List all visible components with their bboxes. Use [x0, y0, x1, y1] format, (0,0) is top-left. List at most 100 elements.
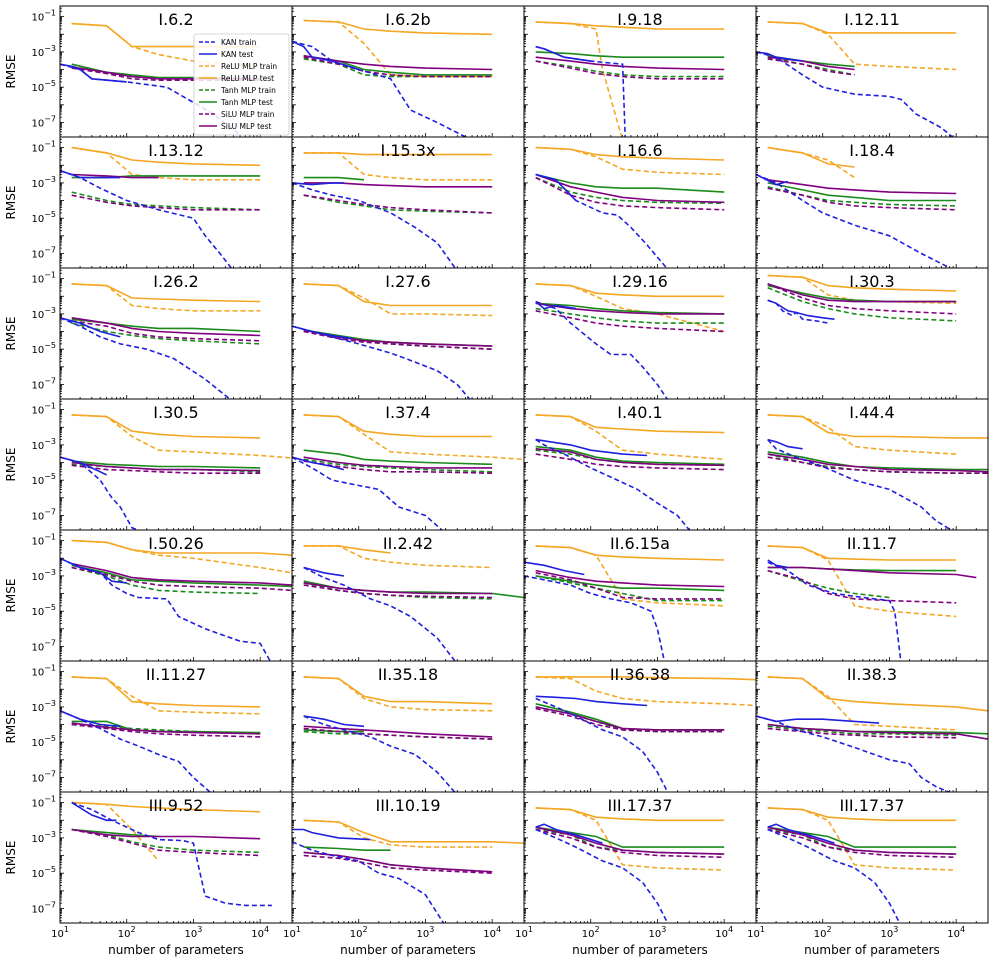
y-tick-label: 10−3	[31, 699, 56, 714]
series-silu-mlp-test	[71, 828, 261, 840]
panel-title: II.6.15a	[610, 534, 670, 553]
series-kan-train	[60, 557, 272, 661]
series-silu-mlp-test	[767, 179, 957, 195]
series-relu-mlp-test	[303, 414, 493, 438]
panel-3: I.12.11	[755, 5, 989, 138]
series-kan-test	[535, 695, 648, 707]
series-silu-mlp-train	[303, 584, 493, 599]
series-relu-mlp-test	[535, 21, 725, 30]
x-tick-label: 101	[283, 925, 301, 940]
panel-title: I.50.26	[148, 534, 204, 553]
y-tick-label: 10−5	[31, 734, 56, 749]
series-relu-mlp-train	[303, 19, 493, 78]
series-tanh-mlp-test	[535, 575, 725, 592]
x-tick-label: 103	[185, 925, 203, 940]
panel-title: III.17.37	[839, 796, 904, 815]
series-relu-mlp-test	[767, 21, 957, 34]
panel-8: I.26.2 10−1 10−3 10−5 10−7 RMSE	[4, 267, 293, 400]
series-tanh-mlp-test	[767, 826, 957, 848]
series-kan-test	[71, 801, 117, 822]
series-relu-mlp-test	[535, 283, 725, 298]
series-silu-mlp-test	[535, 448, 725, 467]
series-tanh-mlp-train	[71, 723, 261, 735]
series-tanh-mlp-test	[535, 703, 725, 731]
series-tanh-mlp-test	[303, 329, 493, 347]
series-relu-mlp-test	[71, 146, 261, 167]
panel-title: I.6.2b	[385, 10, 430, 29]
series-silu-mlp-train	[71, 320, 261, 342]
series-relu-mlp-test	[535, 545, 725, 561]
y-tick-label: 10−1	[31, 140, 56, 155]
series-tanh-mlp-train	[71, 322, 261, 345]
series-kan-test	[535, 823, 603, 844]
x-tick-label: 104	[483, 925, 501, 940]
series-kan-train	[756, 173, 952, 268]
y-tick-label: 10−5	[31, 865, 56, 880]
panel-12: I.30.5 10−1 10−3 10−5 10−7 RMSE	[4, 398, 293, 531]
series-silu-mlp-train	[535, 828, 725, 859]
panel-title: I.16.6	[617, 141, 662, 160]
panel-5: I.15.3x	[291, 136, 525, 269]
panel-14: I.40.1	[523, 398, 757, 531]
series-kan-test	[767, 299, 835, 320]
series-relu-mlp-train	[303, 283, 493, 317]
series-silu-mlp-train	[303, 194, 493, 214]
series-relu-mlp-train	[535, 146, 725, 176]
panel-title: I.15.3x	[381, 141, 436, 160]
panel-title: III.17.37	[607, 796, 672, 815]
panel-20: II.11.27 10−1 10−3 10−5 10−7 RMSE	[4, 660, 293, 793]
series-kan-test	[535, 45, 591, 62]
series-silu-mlp-train	[767, 456, 988, 474]
y-tick-label: 10−1	[31, 533, 56, 548]
series-kan-train	[60, 710, 212, 792]
panel-15: I.44.4	[755, 398, 989, 531]
panel-title: I.30.5	[153, 403, 198, 422]
series-kan-test	[535, 438, 648, 457]
series-relu-mlp-test	[71, 414, 261, 439]
series-kan-train	[767, 561, 902, 661]
series-tanh-mlp-test	[303, 176, 365, 181]
series-silu-mlp-test	[535, 706, 725, 731]
x-tick-label: 101	[747, 925, 765, 940]
series-relu-mlp-train	[535, 414, 725, 461]
series-relu-mlp-test	[535, 414, 725, 434]
x-tick-label: 102	[118, 925, 136, 940]
series-silu-mlp-train	[71, 828, 261, 857]
series-relu-mlp-train	[767, 146, 856, 179]
series-tanh-mlp-train	[767, 569, 890, 599]
series-tanh-mlp-train	[71, 828, 261, 854]
series-silu-mlp-test	[767, 56, 855, 71]
series-tanh-mlp-test	[535, 445, 725, 466]
series-kan-test	[535, 173, 577, 202]
x-tick-label: 104	[251, 925, 269, 940]
x-tick-label: 104	[715, 925, 733, 940]
legend: KAN train KAN test ReLU MLP train ReLU MLP …	[193, 33, 290, 136]
series-kan-train	[756, 715, 951, 792]
series-silu-mlp-test	[303, 456, 493, 469]
series-relu-mlp-test	[767, 146, 855, 168]
series-tanh-mlp-test	[303, 449, 493, 466]
series-silu-mlp-train	[303, 56, 493, 78]
panel-title: III.10.19	[375, 796, 440, 815]
series-tanh-mlp-test	[535, 173, 725, 193]
series-silu-mlp-train	[767, 727, 957, 739]
series-relu-mlp-test	[535, 807, 725, 822]
series-silu-mlp-train	[535, 707, 725, 733]
panel-21: II.35.18	[291, 660, 525, 793]
y-axis-label: RMSE	[4, 841, 18, 875]
panel-1: I.6.2b	[291, 5, 525, 138]
series-relu-mlp-train	[535, 21, 623, 137]
x-tick-label: 104	[947, 925, 965, 940]
series-tanh-mlp-test	[303, 55, 493, 76]
series-tanh-mlp-test	[71, 564, 292, 588]
series-tanh-mlp-test	[303, 846, 391, 851]
y-tick-label: 10−7	[31, 376, 56, 391]
series-silu-mlp-train	[71, 194, 261, 211]
series-silu-mlp-train	[535, 60, 725, 80]
series-silu-mlp-train	[71, 723, 261, 738]
series-kan-train	[756, 51, 954, 137]
series-tanh-mlp-train	[535, 60, 725, 78]
panel-title: I.40.1	[617, 403, 662, 422]
panel-title: II.38.3	[847, 665, 897, 684]
